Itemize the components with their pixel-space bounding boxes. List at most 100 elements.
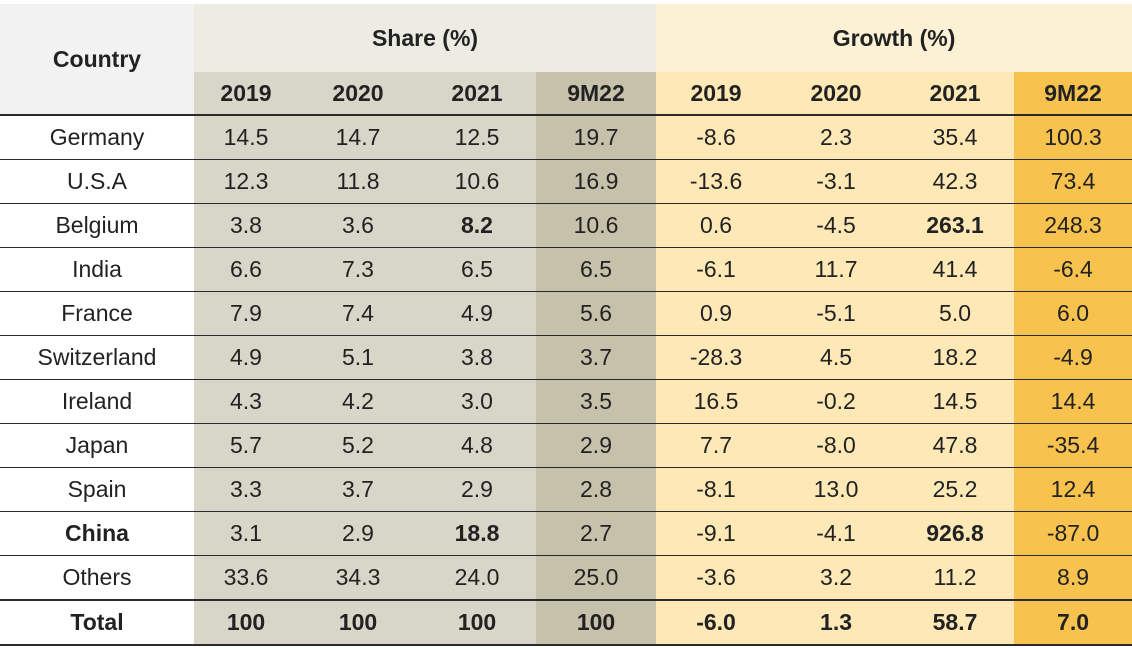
growth-cell: -87.0: [1014, 511, 1132, 556]
growth-cell: -13.6: [656, 159, 777, 204]
growth-cell: 35.4: [896, 114, 1015, 160]
share-cell: 2.9: [418, 467, 536, 512]
growth-cell: 8.9: [1014, 555, 1132, 601]
growth-cell: 41.4: [896, 247, 1015, 292]
share-cell: 24.0: [418, 555, 536, 601]
total-share-cell: 100: [536, 599, 657, 646]
growth-cell: 5.0: [896, 291, 1015, 336]
growth-cell: -6.4: [1014, 247, 1132, 292]
total-growth-cell: 7.0: [1014, 599, 1132, 646]
country-cell: Spain: [0, 467, 194, 512]
growth-cell-highlight: 926.8: [896, 511, 1015, 556]
growth-cell: -8.0: [776, 423, 897, 468]
growth-cell: -5.1: [776, 291, 897, 336]
growth-cell: -3.6: [656, 555, 777, 601]
share-cell: 14.5: [194, 114, 298, 160]
country-cell: U.S.A: [0, 159, 194, 204]
country-cell: Germany: [0, 114, 194, 160]
share-cell: 10.6: [418, 159, 536, 204]
growth-cell: 11.7: [776, 247, 897, 292]
table-row: U.S.A 12.3 11.8 10.6 16.9 -13.6 -3.1 42.…: [0, 159, 1132, 204]
share-cell: 4.3: [194, 379, 298, 424]
share-cell: 11.8: [298, 159, 418, 204]
total-label-cell: Total: [0, 599, 194, 646]
country-cell-highlight: China: [0, 511, 194, 556]
share-cell-highlight: 18.8: [418, 511, 536, 556]
table-row: China 3.1 2.9 18.8 2.7 -9.1 -4.1 926.8 -…: [0, 511, 1132, 556]
table-row: Others 33.6 34.3 24.0 25.0 -3.6 3.2 11.2…: [0, 555, 1132, 601]
share-cell: 3.7: [536, 335, 657, 380]
growth-cell: 6.0: [1014, 291, 1132, 336]
table-row: Germany 14.5 14.7 12.5 19.7 -8.6 2.3 35.…: [0, 114, 1132, 160]
share-cell: 2.7: [536, 511, 657, 556]
growth-cell: 11.2: [896, 555, 1015, 601]
share-year-2020-header: 2020: [298, 72, 418, 116]
share-cell: 4.9: [418, 291, 536, 336]
share-cell: 34.3: [298, 555, 418, 601]
share-cell: 16.9: [536, 159, 657, 204]
country-cell: India: [0, 247, 194, 292]
table-row: Ireland 4.3 4.2 3.0 3.5 16.5 -0.2 14.5 1…: [0, 379, 1132, 424]
growth-cell: -0.2: [776, 379, 897, 424]
share-cell: 5.2: [298, 423, 418, 468]
growth-cell: 42.3: [896, 159, 1015, 204]
total-growth-cell: 58.7: [896, 599, 1015, 646]
total-growth-cell: 1.3: [776, 599, 897, 646]
share-cell: 3.5: [536, 379, 657, 424]
growth-cell: 16.5: [656, 379, 777, 424]
share-cell: 3.8: [194, 203, 298, 248]
growth-cell: -4.1: [776, 511, 897, 556]
growth-year-2021-header: 2021: [896, 72, 1015, 116]
growth-cell: 14.4: [1014, 379, 1132, 424]
growth-cell: -35.4: [1014, 423, 1132, 468]
share-cell: 3.0: [418, 379, 536, 424]
growth-cell: -4.5: [776, 203, 897, 248]
country-cell: Belgium: [0, 203, 194, 248]
growth-cell: 4.5: [776, 335, 897, 380]
growth-cell-highlight: 263.1: [896, 203, 1015, 248]
share-year-2021-header: 2021: [418, 72, 536, 116]
export-share-growth-table: Country Share (%) Growth (%) 2019 2020 2…: [0, 4, 1132, 646]
share-cell-highlight: 8.2: [418, 203, 536, 248]
share-cell: 6.5: [536, 247, 657, 292]
share-cell: 7.4: [298, 291, 418, 336]
growth-cell: 0.6: [656, 203, 777, 248]
total-row: Total 100 100 100 100 -6.0 1.3 58.7 7.0: [0, 599, 1132, 646]
share-cell: 25.0: [536, 555, 657, 601]
growth-cell: -8.6: [656, 114, 777, 160]
table-row: France 7.9 7.4 4.9 5.6 0.9 -5.1 5.0 6.0: [0, 291, 1132, 336]
share-cell: 10.6: [536, 203, 657, 248]
share-cell: 2.9: [536, 423, 657, 468]
table-row: India 6.6 7.3 6.5 6.5 -6.1 11.7 41.4 -6.…: [0, 247, 1132, 292]
share-cell: 3.8: [418, 335, 536, 380]
growth-cell: 2.3: [776, 114, 897, 160]
growth-year-2020-header: 2020: [776, 72, 897, 116]
share-cell: 33.6: [194, 555, 298, 601]
growth-group-header: Growth (%): [656, 4, 1132, 72]
growth-cell: -3.1: [776, 159, 897, 204]
growth-cell: 14.5: [896, 379, 1015, 424]
growth-cell: 248.3: [1014, 203, 1132, 248]
total-share-cell: 100: [418, 599, 536, 646]
share-cell: 19.7: [536, 114, 657, 160]
share-cell: 2.8: [536, 467, 657, 512]
share-cell: 7.3: [298, 247, 418, 292]
growth-cell: 25.2: [896, 467, 1015, 512]
growth-year-9m22-header: 9M22: [1014, 72, 1132, 116]
share-cell: 7.9: [194, 291, 298, 336]
growth-cell: 0.9: [656, 291, 777, 336]
share-cell: 12.5: [418, 114, 536, 160]
growth-cell: 7.7: [656, 423, 777, 468]
share-cell: 5.7: [194, 423, 298, 468]
share-year-2019-header: 2019: [194, 72, 298, 116]
table-row: Belgium 3.8 3.6 8.2 10.6 0.6 -4.5 263.1 …: [0, 203, 1132, 248]
growth-cell: 3.2: [776, 555, 897, 601]
growth-cell: -28.3: [656, 335, 777, 380]
growth-cell: -4.9: [1014, 335, 1132, 380]
share-cell: 4.9: [194, 335, 298, 380]
growth-cell: -9.1: [656, 511, 777, 556]
growth-cell: -6.1: [656, 247, 777, 292]
share-cell: 5.6: [536, 291, 657, 336]
growth-cell: 47.8: [896, 423, 1015, 468]
country-column-header: Country: [0, 4, 194, 115]
